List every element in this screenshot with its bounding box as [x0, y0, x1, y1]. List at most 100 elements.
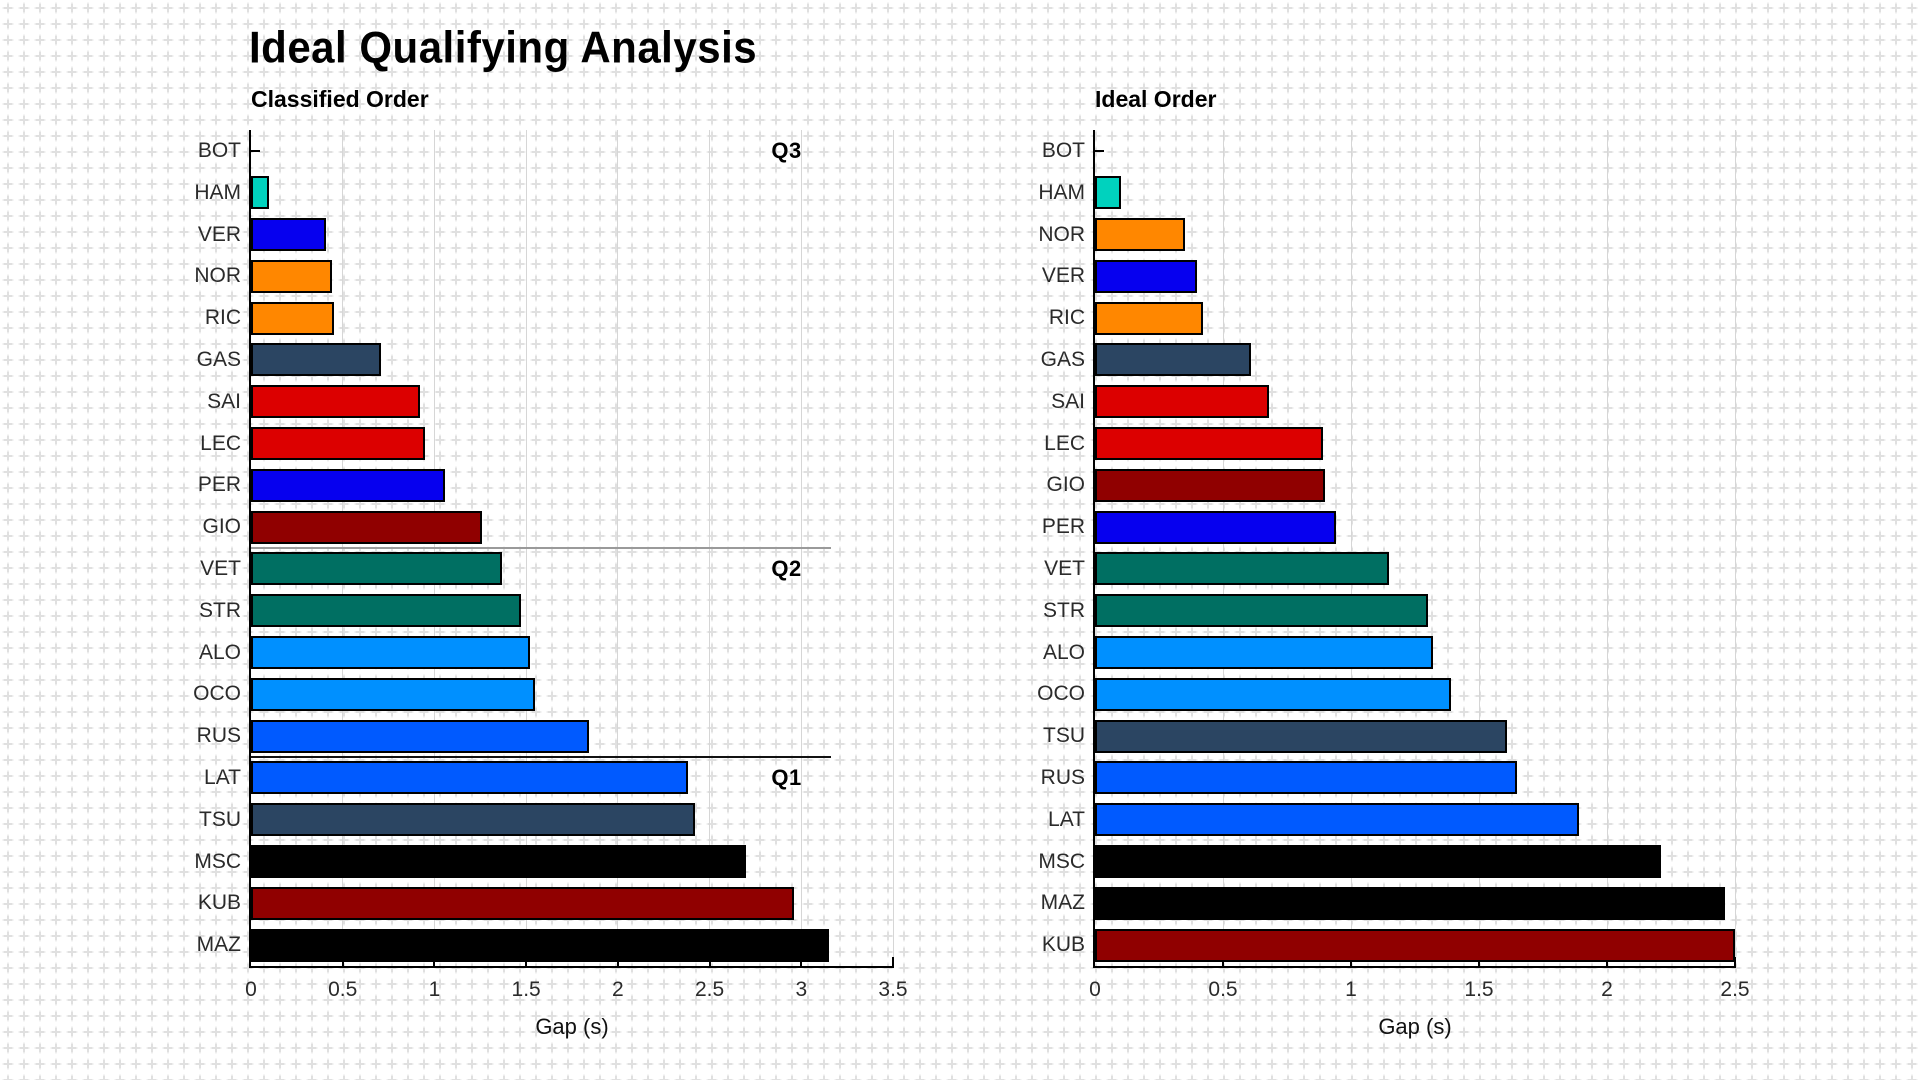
chart-title-classified: Classified Order — [251, 86, 429, 112]
x-tick-label: 2.5 — [1720, 978, 1750, 1001]
bar — [1095, 886, 1725, 920]
bar — [1095, 176, 1121, 210]
bar — [251, 510, 483, 544]
driver-label: GAS — [196, 347, 241, 371]
bar — [251, 677, 536, 711]
driver-label: NOR — [194, 264, 241, 288]
bar — [1095, 343, 1252, 377]
y-axis-tick — [1095, 149, 1104, 152]
x-axis-tick — [892, 957, 894, 966]
x-tick-label: 3.5 — [878, 978, 908, 1001]
driver-label: MAZ — [1040, 891, 1085, 915]
session-annotation-q3: Q3 — [771, 137, 802, 163]
axis-spine-x — [249, 966, 894, 968]
bar — [1095, 218, 1185, 251]
x-tick-label: 0.5 — [1208, 978, 1238, 1001]
x-tick-label: 0 — [1089, 978, 1101, 1001]
gridline — [1734, 130, 1736, 966]
driver-label: LAT — [204, 765, 241, 789]
driver-label: GIO — [1046, 473, 1085, 497]
y-axis-tick — [251, 149, 260, 152]
page-title: Ideal Qualifying Analysis — [249, 22, 758, 72]
bar — [1095, 928, 1735, 962]
driver-label: OCO — [1037, 682, 1085, 706]
axis-spine-y — [249, 130, 251, 968]
q2-cutoff-line — [251, 547, 831, 549]
bar — [251, 468, 446, 502]
bar — [1095, 510, 1336, 544]
bar — [251, 928, 829, 962]
bar — [251, 301, 334, 335]
x-axis-label-ideal: Gap (s) — [1378, 1014, 1452, 1039]
driver-label: RUS — [196, 724, 241, 748]
bar — [251, 594, 521, 628]
driver-label: SAI — [1051, 389, 1085, 413]
axis-spine-y — [1093, 130, 1095, 968]
gridline — [892, 130, 894, 966]
x-tick-label: 3 — [795, 978, 808, 1001]
x-tick-label: 0.5 — [328, 978, 358, 1001]
bar — [251, 845, 747, 878]
driver-label: BOT — [197, 138, 241, 162]
driver-label: LAT — [1048, 807, 1085, 831]
axis-spine-x — [1093, 966, 1736, 968]
driver-label: NOR — [1038, 222, 1085, 246]
bar — [1095, 259, 1198, 293]
driver-label: KUB — [1041, 933, 1085, 957]
driver-label: BOT — [1041, 138, 1085, 162]
driver-label: MSC — [194, 849, 241, 873]
x-tick-label: 2 — [1601, 978, 1613, 1001]
bar — [251, 803, 695, 837]
driver-label: VER — [1041, 264, 1085, 288]
x-axis-tick — [1734, 957, 1736, 966]
q1-cutoff-line — [251, 756, 831, 758]
bar — [1095, 803, 1579, 837]
driver-label: VET — [1044, 556, 1085, 580]
bar — [251, 343, 382, 377]
driver-label: TSU — [199, 807, 241, 831]
bar — [1095, 845, 1661, 878]
bar — [1095, 677, 1451, 711]
driver-label: HAM — [1038, 180, 1085, 204]
session-annotation-q1: Q1 — [771, 764, 802, 790]
driver-label: LEC — [200, 431, 241, 455]
gridline — [1350, 130, 1352, 966]
driver-label: MSC — [1038, 849, 1085, 873]
driver-label: GAS — [1040, 347, 1085, 371]
driver-label: SAI — [207, 389, 241, 413]
driver-label: ALO — [1042, 640, 1085, 664]
driver-label: GIO — [202, 515, 241, 539]
chart-title-ideal: Ideal Order — [1095, 86, 1217, 112]
bar — [1095, 552, 1390, 586]
bar — [1095, 427, 1323, 460]
session-annotation-q2: Q2 — [771, 555, 802, 581]
bar — [251, 886, 794, 920]
bar — [1095, 468, 1326, 502]
driver-label: MAZ — [196, 933, 241, 957]
bar — [251, 385, 420, 419]
gridline — [1478, 130, 1480, 966]
bar — [251, 719, 589, 753]
gridline — [1606, 130, 1608, 966]
driver-label: STR — [199, 598, 241, 622]
bar — [1095, 594, 1428, 628]
driver-label: STR — [1043, 598, 1085, 622]
bar — [251, 761, 688, 795]
bar — [251, 636, 530, 669]
bar — [1095, 385, 1270, 419]
bar — [251, 259, 332, 293]
bar — [1095, 636, 1433, 669]
x-tick-label: 2 — [612, 978, 624, 1001]
bar — [251, 176, 270, 210]
gridline — [1222, 130, 1224, 966]
driver-label: HAM — [194, 180, 241, 204]
driver-label: LEC — [1044, 431, 1085, 455]
bar — [251, 218, 327, 251]
driver-label: RUS — [1040, 765, 1085, 789]
driver-label: RIC — [1048, 306, 1085, 330]
x-tick-label: 1.5 — [511, 978, 541, 1001]
x-axis-label-classified: Gap (s) — [535, 1014, 609, 1039]
